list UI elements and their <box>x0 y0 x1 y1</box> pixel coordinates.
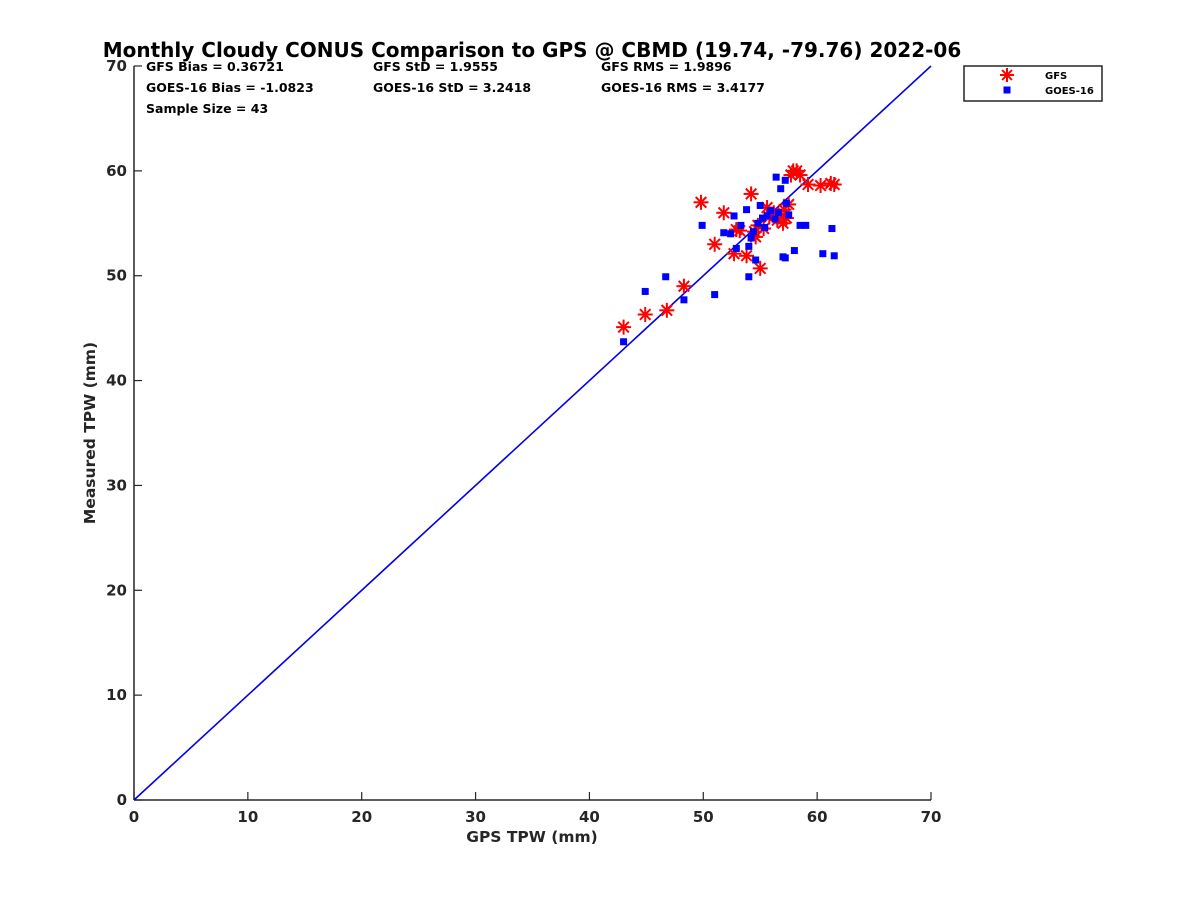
goes-point <box>720 229 728 237</box>
chart-title: Monthly Cloudy CONUS Comparison to GPS @… <box>103 38 962 62</box>
gfs-point <box>659 302 675 318</box>
x-tick-label: 50 <box>693 808 714 826</box>
goes-point <box>698 221 706 229</box>
legend-goes-label: GOES-16 <box>1045 86 1094 97</box>
goes-point <box>763 212 771 220</box>
goes-point <box>745 242 753 250</box>
goes-std-text: GOES-16 StD = 3.2418 <box>373 80 531 95</box>
goes-point <box>747 234 755 242</box>
x-tick-label: 10 <box>237 808 258 826</box>
y-tick-label: 60 <box>106 162 127 180</box>
y-axis-label: Measured TPW (mm) <box>81 342 99 524</box>
goes-point <box>802 221 810 229</box>
x-tick-label: 30 <box>465 808 486 826</box>
legend-gfs-label: GFS <box>1045 71 1067 82</box>
x-tick-label: 20 <box>351 808 372 826</box>
sample-size-text: Sample Size = 43 <box>146 101 268 116</box>
gfs-point <box>739 248 755 264</box>
goes-point <box>711 291 719 299</box>
goes-point <box>830 252 838 260</box>
goes-point <box>796 221 804 229</box>
x-tick-label: 40 <box>579 808 600 826</box>
reference-line-layer <box>133 65 932 801</box>
gfs-point <box>676 278 692 294</box>
gfs-point <box>826 176 842 192</box>
axes: 0 10 20 30 40 50 60 70 0 10 20 30 40 50 60 70 <box>106 57 941 826</box>
gfs-point <box>752 260 768 276</box>
gfs-point <box>813 178 829 194</box>
goes-point <box>785 211 793 219</box>
goes-point <box>782 199 790 207</box>
legend-box <box>963 65 1103 102</box>
goes-point <box>743 206 751 214</box>
gfs-point <box>693 194 709 210</box>
goes-point <box>727 230 735 238</box>
goes-bias-text: GOES-16 Bias = -1.0823 <box>146 80 314 95</box>
y-tick-label: 50 <box>106 267 127 285</box>
gfs-series <box>616 163 842 335</box>
gfs-rms-text: GFS RMS = 1.9896 <box>601 59 732 74</box>
gfs-std-text: GFS StD = 1.9555 <box>373 59 498 74</box>
legend-gfs-marker <box>1000 68 1014 82</box>
goes-point <box>781 176 789 184</box>
legend-gfs-symbol <box>1000 68 1014 82</box>
goes-point <box>828 225 836 233</box>
goes-point <box>790 247 798 255</box>
goes-point <box>620 338 628 346</box>
goes-point <box>662 273 670 281</box>
y-tick-label: 20 <box>106 581 127 599</box>
gfs-point <box>637 307 653 323</box>
goes-point <box>754 219 762 227</box>
x-axis-label: GPS TPW (mm) <box>466 828 598 846</box>
goes-series <box>620 173 838 346</box>
goes-point <box>761 223 769 231</box>
x-tick-label: 60 <box>807 808 828 826</box>
goes-point <box>745 273 753 281</box>
y-tick-label: 30 <box>106 476 127 494</box>
legend: GFS GOES-16 <box>963 65 1103 102</box>
goes-point <box>766 207 774 215</box>
goes-point <box>641 287 649 295</box>
gfs-point <box>800 176 816 192</box>
gfs-point <box>707 236 723 252</box>
goes-point <box>771 215 779 223</box>
goes-point <box>749 228 757 236</box>
goes-point <box>777 185 785 193</box>
gfs-point <box>792 167 808 183</box>
x-tick-label: 0 <box>129 808 139 826</box>
reference-line <box>133 65 932 801</box>
goes-point <box>774 209 782 217</box>
goes-point <box>772 173 780 181</box>
gfs-point <box>743 186 759 202</box>
goes-point <box>752 256 760 264</box>
y-tick-label: 0 <box>117 791 127 809</box>
goes-point <box>737 221 745 229</box>
goes-point <box>732 244 740 252</box>
goes-point <box>756 201 764 209</box>
y-tick-label: 40 <box>106 372 127 390</box>
legend-goes-marker <box>1003 86 1011 94</box>
goes-point <box>758 214 766 222</box>
gfs-point <box>775 215 791 231</box>
y-tick-label: 70 <box>106 57 127 75</box>
goes-point <box>781 254 789 262</box>
goes-point <box>819 250 827 258</box>
goes-rms-text: GOES-16 RMS = 3.4177 <box>601 80 765 95</box>
x-tick-label: 70 <box>921 808 942 826</box>
gfs-bias-text: GFS Bias = 0.36721 <box>146 59 284 74</box>
y-tick-label: 10 <box>106 686 127 704</box>
gfs-point <box>616 319 632 335</box>
gfs-point <box>716 205 732 221</box>
goes-point <box>730 212 738 220</box>
goes-point <box>680 296 688 304</box>
legend-goes-symbol <box>1003 86 1011 94</box>
